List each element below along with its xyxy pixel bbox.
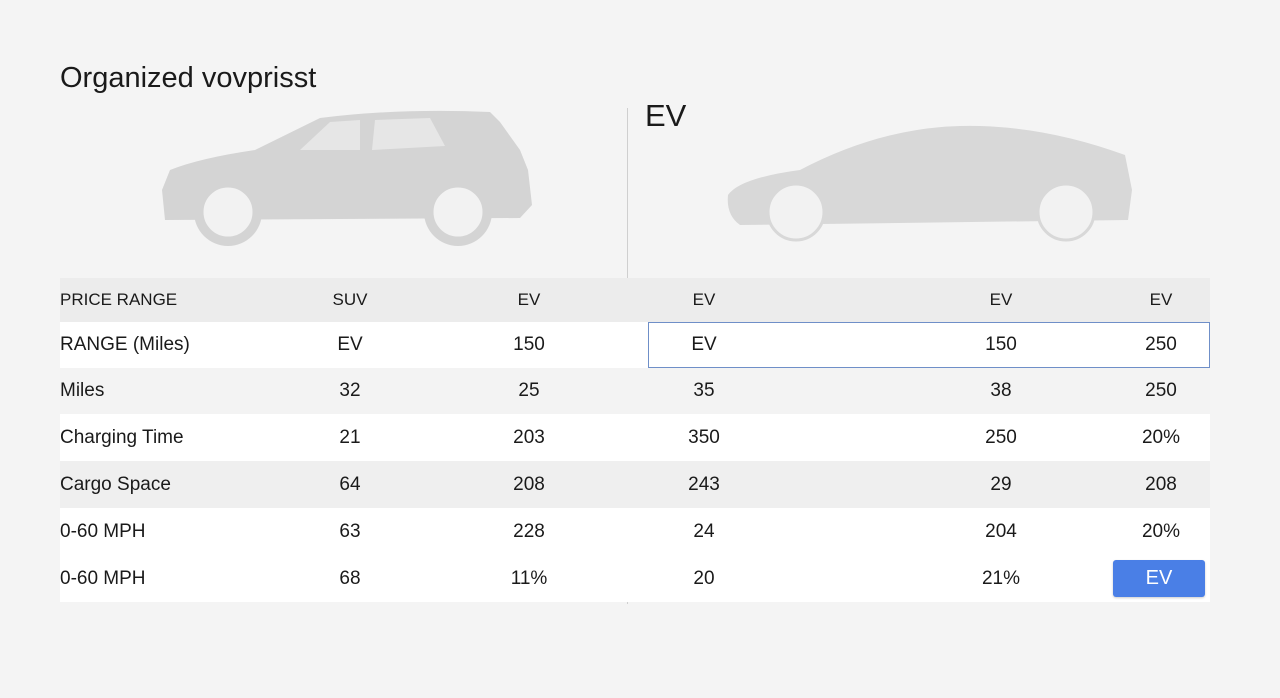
table-cell: 150	[513, 334, 545, 355]
table-cell: 204	[985, 520, 1017, 542]
header-cell: SUV	[332, 290, 368, 309]
table-cell: 21%	[981, 567, 1021, 589]
table-cell: 21	[339, 426, 361, 448]
table-cell: 0-60 MPH	[60, 567, 146, 589]
ev-silhouette	[727, 125, 1132, 225]
table-row: 0-60 MPH 68 11% 20 21% EV	[60, 555, 1210, 602]
ev-wheels	[766, 182, 1096, 242]
table-cell: 29	[990, 473, 1012, 495]
table-cell: EV	[691, 334, 717, 355]
table-cell: 0-60 MPH	[60, 520, 146, 542]
table-cell: 243	[688, 473, 720, 495]
table-row: 0-60 MPH 63 228 24 204 20%	[60, 508, 1210, 555]
table-row: RANGE (Miles) EV 150 EV 150 250	[60, 322, 1210, 368]
table-row: Charging Time 21 203 350 250 20%	[60, 414, 1210, 461]
table-cell: 208	[513, 473, 545, 495]
table-cell: RANGE (Miles)	[60, 334, 190, 355]
header-cell: EV	[692, 290, 716, 309]
table-cell: 20%	[1141, 520, 1181, 542]
table-cell: 11%	[510, 567, 548, 589]
table-cell: Charging Time	[60, 426, 184, 448]
table-cell: 32	[339, 380, 361, 401]
table-cell: 228	[513, 520, 545, 542]
table-cell: 20	[693, 567, 715, 589]
page-title: Organized vovprisst	[60, 62, 317, 94]
selected-range	[648, 322, 1210, 368]
table-cell: 250	[1145, 334, 1177, 355]
table-row: Cargo Space 64 208 243 29 208	[60, 461, 1210, 508]
table-cell: 203	[513, 426, 545, 448]
header-cell: EV	[989, 290, 1013, 309]
table-cell: 20%	[1141, 426, 1181, 448]
table-cell: Miles	[60, 380, 105, 401]
header-cell: EV	[1149, 290, 1173, 309]
suv-wheels	[200, 184, 486, 240]
table-header-row: PRICE RANGE SUV EV EV EV EV	[60, 278, 1210, 322]
header-cell: EV	[517, 290, 541, 309]
table-cell: 25	[518, 380, 540, 401]
table-cell: 250	[985, 426, 1017, 448]
table-cell: EV	[337, 334, 363, 355]
table-cell: 38	[990, 380, 1012, 401]
table-cell: Cargo Space	[60, 473, 171, 495]
table-cell: 150	[985, 334, 1017, 355]
table-cell: 350	[688, 426, 720, 448]
table-cell: 24	[693, 520, 715, 542]
table-cell: 35	[693, 380, 715, 401]
table-cell: 208	[1145, 473, 1177, 495]
suv-windows	[300, 118, 445, 150]
table-row: Miles 32 25 35 38 250	[60, 368, 1210, 414]
ev-button[interactable]: EV	[1113, 560, 1205, 597]
table-cell: 63	[339, 520, 361, 542]
table-cell: 68	[339, 567, 361, 589]
table-cell: 64	[339, 473, 361, 495]
table-cell: 250	[1145, 380, 1177, 401]
header-cell: PRICE RANGE	[60, 290, 178, 309]
section-heading: EV	[645, 98, 687, 133]
